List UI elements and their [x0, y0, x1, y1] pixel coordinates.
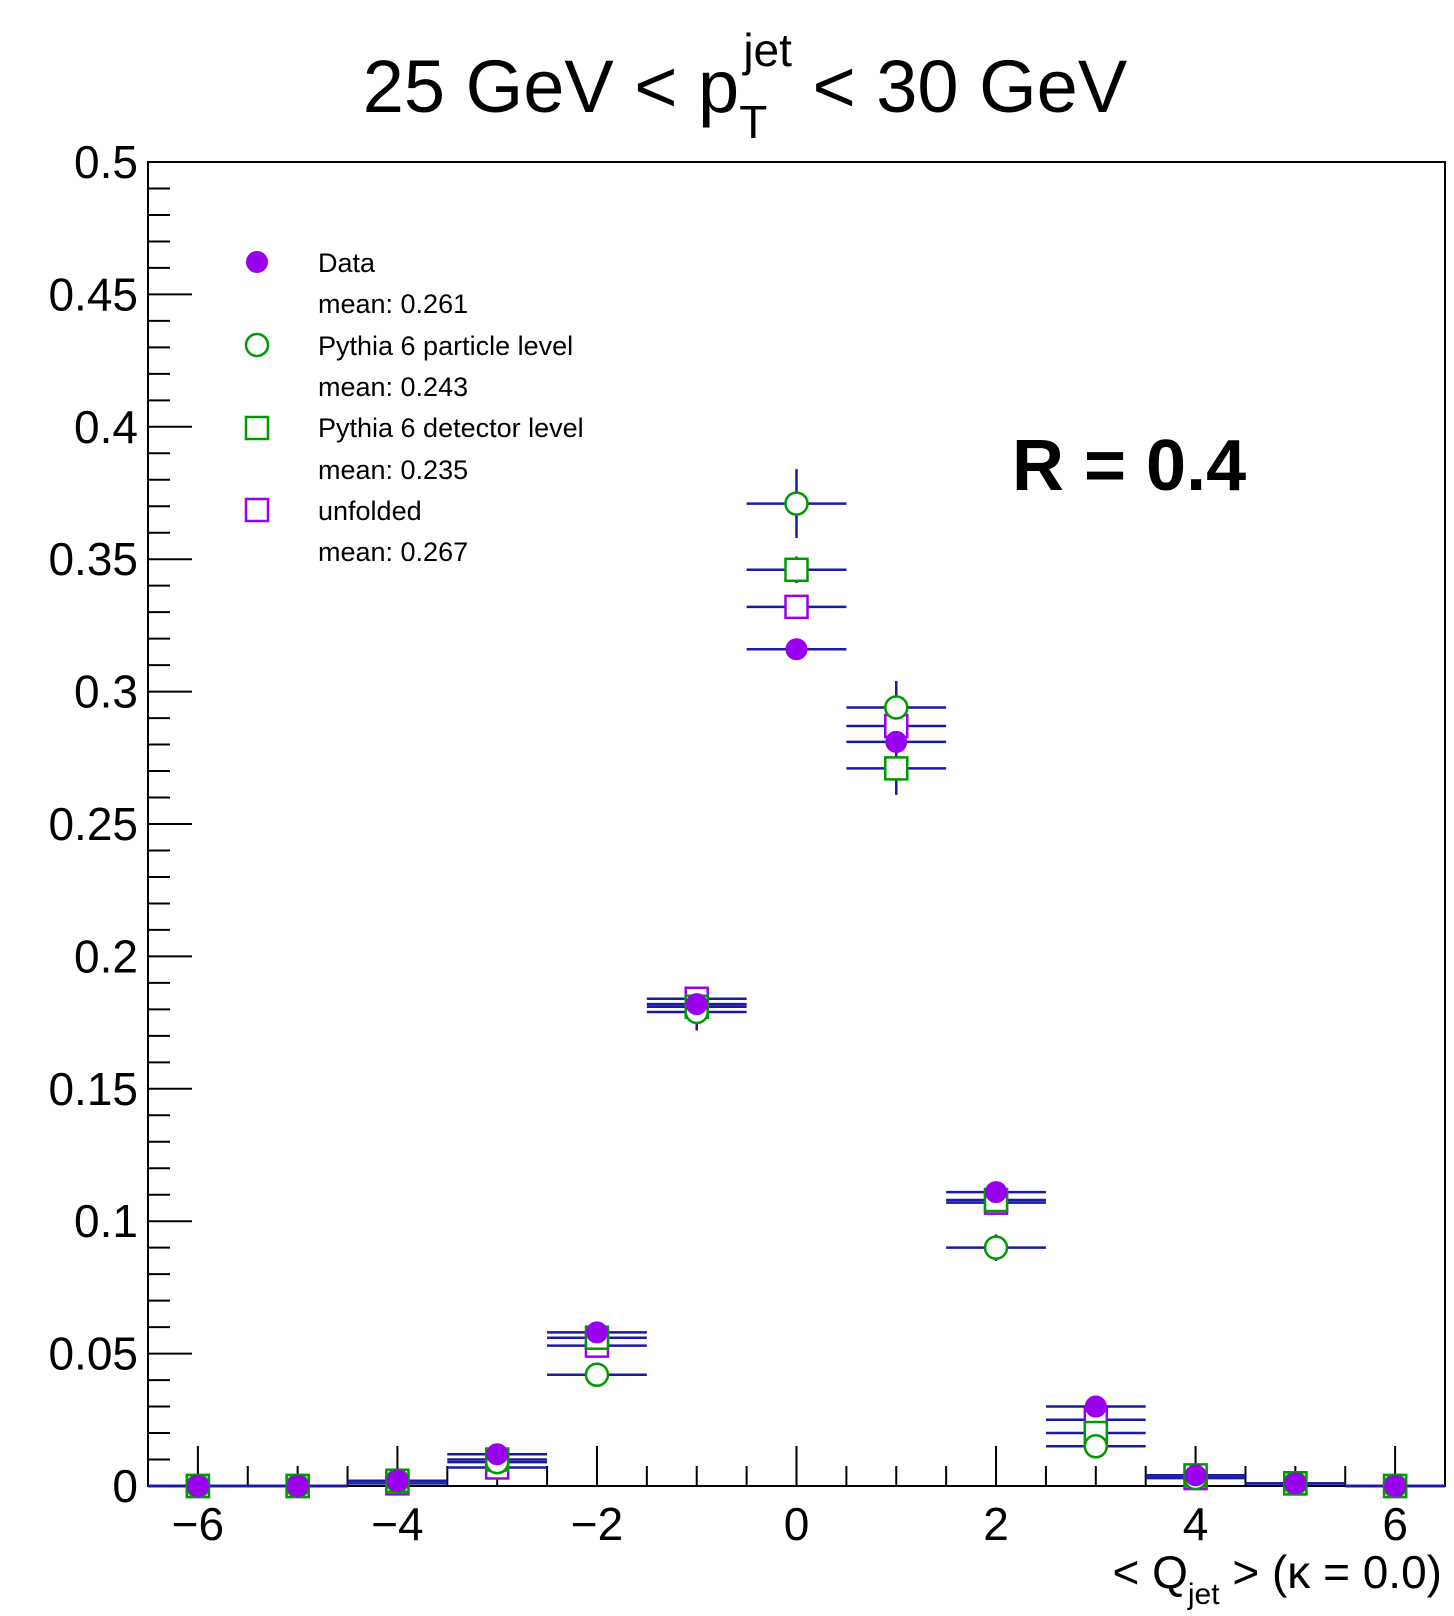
legend-marker: [246, 251, 268, 273]
x-axis-label-prefix: < Q: [1112, 1546, 1187, 1598]
legend-detector-mean: mean: 0.235: [318, 455, 468, 485]
y-tick-labels: 0 0.05 0.1 0.15 0.2 0.25 0.3 0.35 0.4 0.45 0.5: [48, 136, 138, 1512]
chart-title: 25 GeV < pTjet < 30 GeV: [363, 24, 1128, 148]
data-point: [186, 1475, 209, 1497]
legend-marker: [244, 497, 270, 523]
legend-marker: [244, 415, 270, 441]
data-point: [985, 1181, 1008, 1204]
data-point: [685, 993, 708, 1016]
x-tick-label: 6: [1382, 1498, 1408, 1550]
legend-marker: [244, 332, 270, 358]
chart-title-sub: T: [739, 96, 767, 148]
x-axis-label: < Qjet > (κ = 0.0): [1112, 1546, 1442, 1611]
y-tick-label: 0.3: [74, 666, 138, 718]
legend-data-name: Data: [318, 248, 376, 278]
data-point: [1083, 1434, 1109, 1459]
x-tick-label: 0: [784, 1498, 810, 1550]
y-tick-label: 0.2: [74, 930, 138, 982]
y-tick-label: 0.25: [48, 798, 138, 850]
y-tick-label: 0.4: [74, 401, 138, 453]
x-axis-label-sub: jet: [1187, 1578, 1220, 1611]
data-point: [784, 491, 809, 516]
data-point: [784, 557, 809, 583]
legend-unfolded-mean: mean: 0.267: [318, 537, 468, 567]
data-point: [286, 1475, 309, 1497]
x-axis-label-suffix: > (κ = 0.0): [1220, 1546, 1442, 1598]
data-point: [486, 1443, 509, 1466]
chart-title-sup: jet: [741, 24, 792, 76]
chart-title-suffix: < 30 GeV: [792, 45, 1128, 128]
x-tick-label: −6: [172, 1498, 224, 1550]
data-point: [584, 1362, 610, 1388]
legend-unfolded-name: unfolded: [318, 496, 422, 526]
x-tick-labels: −6 −4 −2 0 2 4 6: [172, 1498, 1408, 1550]
data-point: [983, 1235, 1009, 1260]
x-tick-label: 4: [1183, 1498, 1209, 1550]
data-point: [1184, 1464, 1207, 1487]
legend-markers: [244, 251, 270, 523]
y-tick-label: 0: [112, 1460, 138, 1512]
data-points: [148, 469, 1445, 1499]
chart-title-prefix: 25 GeV < p: [363, 45, 739, 128]
x-tick-label: 2: [983, 1498, 1009, 1550]
data-point: [1284, 1472, 1307, 1495]
data-point: [885, 730, 908, 753]
data-point: [884, 695, 909, 720]
y-tick-label: 0.15: [48, 1063, 138, 1115]
legend-data-mean: mean: 0.261: [318, 289, 468, 319]
x-tick-label: −2: [571, 1498, 623, 1550]
y-tick-label: 0.35: [48, 533, 138, 585]
legend-particle-mean: mean: 0.243: [318, 372, 468, 402]
data-point: [1384, 1475, 1407, 1497]
x-tick-label: −4: [371, 1498, 423, 1550]
data-point: [1084, 1395, 1107, 1418]
data-point: [785, 638, 808, 661]
y-tick-label: 0.5: [74, 136, 138, 188]
y-tick-label: 0.1: [74, 1195, 138, 1247]
legend-particle-name: Pythia 6 particle level: [318, 331, 573, 361]
data-point: [386, 1469, 409, 1492]
radius-annotation: R = 0.4: [1012, 426, 1246, 506]
data-point: [585, 1321, 608, 1344]
legend-detector-name: Pythia 6 detector level: [318, 413, 584, 443]
y-tick-label: 0.45: [48, 268, 138, 320]
data-point: [884, 756, 909, 781]
data-point: [784, 594, 809, 620]
y-tick-label: 0.05: [48, 1328, 138, 1380]
legend: Data mean: 0.261 Pythia 6 particle level…: [244, 248, 584, 567]
